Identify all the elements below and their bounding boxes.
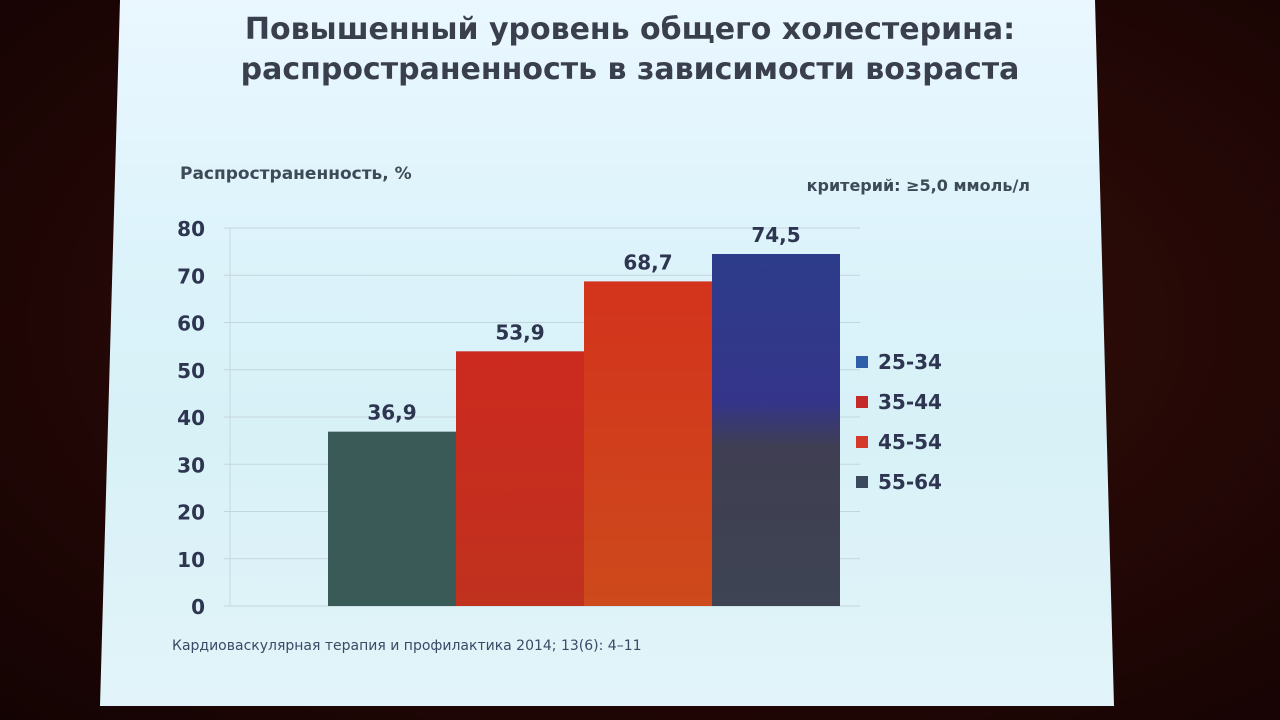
- y-tick-label: 50: [177, 359, 205, 383]
- y-tick-label: 10: [177, 548, 205, 572]
- y-tick-label: 40: [177, 406, 205, 430]
- legend-item-25-34: 25-34: [856, 348, 942, 376]
- data-label-35-44: 53,9: [495, 320, 544, 344]
- legend-swatch: [856, 396, 868, 408]
- y-axis-label: Распространенность, %: [180, 164, 412, 184]
- bar-45-54: [584, 281, 713, 606]
- data-label-55-64: 74,5: [751, 223, 800, 247]
- source-citation: Кардиоваскулярная терапия и профилактика…: [172, 638, 642, 654]
- title-line-1: Повышенный уровень общего холестерина:: [244, 12, 1016, 47]
- y-tick-label: 80: [177, 217, 205, 241]
- title-line-2: распространенность в зависимости возраст…: [240, 52, 1020, 87]
- data-label-25-34: 36,9: [367, 401, 416, 425]
- data-label-45-54: 68,7: [623, 250, 672, 274]
- y-tick-label: 20: [177, 501, 205, 525]
- legend-swatch: [856, 356, 868, 368]
- criterion-annotation: критерий: ≥5,0 ммоль/л: [806, 176, 1030, 195]
- y-tick-label: 0: [191, 595, 205, 619]
- bar-25-34: [328, 431, 457, 606]
- bar-55-64: [712, 253, 840, 607]
- legend-item-45-54: 45-54: [856, 428, 942, 456]
- legend-label: 35-44: [878, 390, 942, 414]
- legend-swatch: [856, 436, 868, 448]
- legend-item-55-64: 55-64: [856, 468, 942, 496]
- legend-label: 25-34: [878, 350, 942, 374]
- legend-label: 55-64: [878, 470, 942, 494]
- y-tick-label: 30: [177, 453, 205, 477]
- legend-swatch: [856, 476, 868, 488]
- legend-label: 45-54: [878, 430, 942, 454]
- legend-item-35-44: 35-44: [856, 388, 942, 416]
- y-tick-label: 70: [177, 264, 205, 288]
- legend: 25-34 35-44 45-54 55-64: [856, 348, 942, 508]
- chart-title: Повышенный уровень общего холестерина: р…: [160, 10, 1100, 90]
- bar-35-44: [456, 351, 585, 606]
- y-tick-label: 60: [177, 312, 205, 336]
